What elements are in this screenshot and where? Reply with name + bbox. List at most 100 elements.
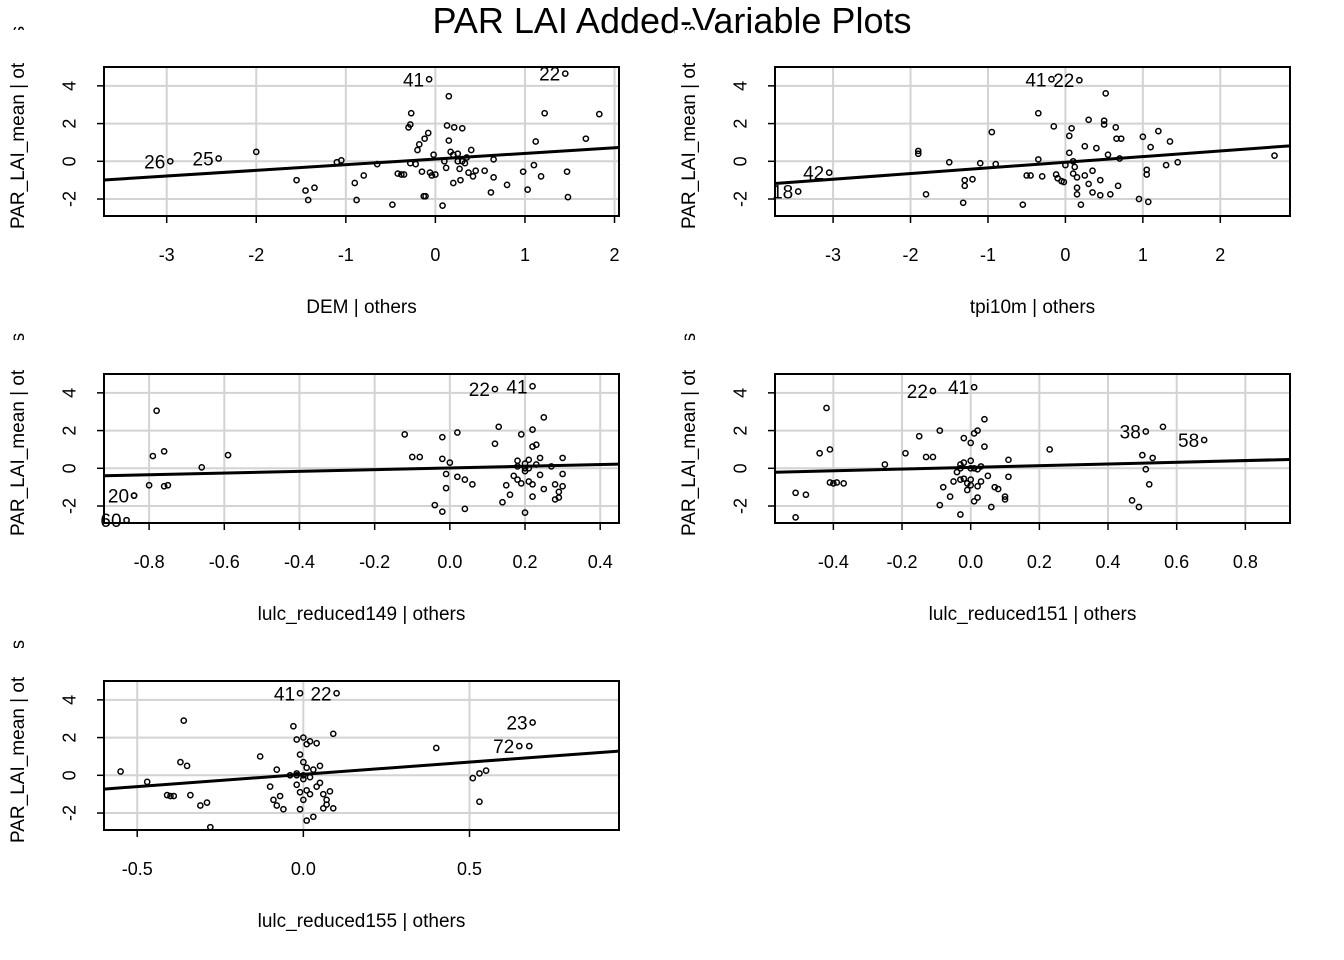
data-point bbox=[1073, 190, 1081, 198]
data-point bbox=[454, 429, 461, 436]
data-point bbox=[524, 186, 531, 193]
y-axis-label: PAR_LAI_mean | others bbox=[8, 640, 29, 843]
data-point bbox=[117, 768, 124, 775]
data-point bbox=[304, 196, 312, 204]
plot-area bbox=[775, 374, 1290, 523]
data-point bbox=[1076, 76, 1083, 84]
x-tick-label: -0.5 bbox=[122, 859, 153, 879]
data-point bbox=[792, 489, 799, 497]
y-tick-label: 0 bbox=[731, 156, 751, 166]
data-point bbox=[394, 170, 402, 177]
point-label: 26 bbox=[144, 152, 165, 173]
data-point bbox=[449, 179, 457, 187]
data-point bbox=[183, 762, 191, 770]
point-label: 41 bbox=[506, 377, 527, 398]
data-point bbox=[445, 92, 453, 100]
data-point bbox=[442, 164, 450, 172]
x-tick-label: -2 bbox=[248, 245, 264, 265]
data-point bbox=[329, 804, 337, 812]
data-point bbox=[961, 182, 969, 190]
data-point bbox=[487, 189, 495, 196]
label-clip-mask bbox=[4, 648, 44, 676]
data-point bbox=[559, 470, 566, 478]
x-axis-label: lulc_reduced151 | others bbox=[929, 604, 1137, 625]
data-point bbox=[946, 493, 954, 500]
x-tick-label: 2 bbox=[1215, 245, 1225, 265]
x-tick-label: 0.0 bbox=[291, 859, 316, 879]
data-point bbox=[967, 457, 975, 465]
data-point bbox=[1093, 144, 1100, 152]
x-tick-label: -1 bbox=[338, 245, 354, 265]
data-point bbox=[981, 415, 988, 423]
data-point bbox=[476, 770, 483, 777]
data-point bbox=[945, 158, 953, 166]
data-point bbox=[461, 476, 469, 483]
data-point bbox=[252, 148, 260, 156]
data-point bbox=[313, 783, 320, 790]
data-point bbox=[987, 503, 995, 511]
data-point bbox=[963, 486, 971, 494]
data-point bbox=[469, 774, 477, 782]
data-point bbox=[303, 817, 311, 824]
data-point bbox=[1005, 456, 1012, 464]
y-tick-label: 0 bbox=[60, 463, 80, 473]
data-point bbox=[389, 201, 396, 209]
point-label: 72 bbox=[493, 737, 514, 758]
y-axis-label: PAR_LAI_mean | others bbox=[679, 333, 700, 536]
x-tick-label: 0.0 bbox=[437, 552, 462, 572]
x-tick-label: 0.4 bbox=[1096, 552, 1121, 572]
data-point bbox=[443, 122, 451, 129]
x-tick-label: 0 bbox=[430, 245, 440, 265]
data-point bbox=[1089, 189, 1096, 196]
data-point bbox=[902, 449, 909, 457]
data-point bbox=[160, 482, 168, 490]
point-label: 42 bbox=[803, 164, 824, 185]
data-point bbox=[421, 135, 428, 143]
data-point bbox=[300, 758, 307, 766]
data-point bbox=[224, 451, 232, 459]
data-point bbox=[1085, 116, 1092, 124]
y-tick-label: -2 bbox=[60, 498, 80, 514]
data-point bbox=[472, 167, 480, 175]
data-point bbox=[337, 157, 345, 164]
data-point bbox=[1159, 423, 1167, 431]
data-point bbox=[825, 169, 833, 176]
data-point bbox=[529, 719, 536, 726]
data-point bbox=[939, 483, 947, 491]
data-point bbox=[412, 160, 420, 168]
data-point bbox=[506, 491, 514, 499]
plot-area bbox=[104, 374, 619, 523]
data-point bbox=[1071, 163, 1079, 171]
data-point bbox=[319, 790, 327, 798]
data-point bbox=[967, 439, 975, 447]
data-point bbox=[959, 199, 967, 207]
data-point bbox=[476, 798, 483, 806]
data-point bbox=[1135, 195, 1143, 203]
data-point bbox=[398, 171, 405, 178]
plot-area bbox=[104, 681, 619, 830]
data-point bbox=[306, 790, 314, 798]
y-tick-label: 2 bbox=[731, 119, 751, 129]
data-point bbox=[1135, 503, 1143, 511]
data-point bbox=[280, 805, 287, 813]
x-tick-label: 0.8 bbox=[1233, 552, 1258, 572]
data-point bbox=[540, 414, 548, 421]
point-label: 23 bbox=[506, 713, 527, 734]
y-tick-label: 0 bbox=[731, 463, 751, 473]
data-point bbox=[296, 689, 304, 697]
data-point bbox=[961, 176, 969, 184]
data-point bbox=[1174, 158, 1182, 166]
data-point bbox=[1139, 451, 1146, 459]
y-tick-label: 0 bbox=[60, 770, 80, 780]
data-point bbox=[536, 471, 544, 479]
data-point bbox=[502, 481, 510, 489]
data-point bbox=[316, 762, 324, 770]
data-point bbox=[530, 161, 538, 169]
data-point bbox=[428, 172, 436, 179]
data-point bbox=[953, 468, 961, 476]
x-tick-label: 0 bbox=[1060, 245, 1070, 265]
data-point bbox=[833, 479, 841, 486]
data-point bbox=[432, 171, 439, 178]
data-point bbox=[424, 129, 432, 137]
